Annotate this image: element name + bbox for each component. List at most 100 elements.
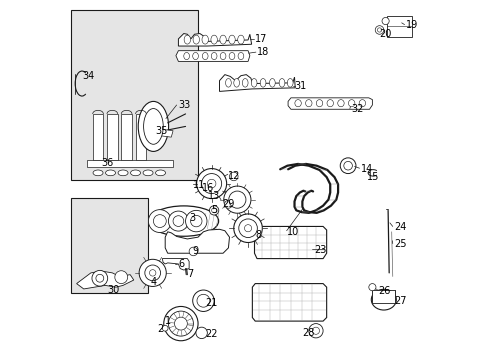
Text: 9: 9 (192, 247, 199, 256)
Ellipse shape (358, 100, 365, 107)
Ellipse shape (233, 78, 239, 87)
Text: 23: 23 (313, 245, 326, 255)
Text: 29: 29 (222, 199, 234, 209)
Circle shape (211, 208, 216, 213)
Circle shape (381, 18, 388, 24)
Ellipse shape (93, 170, 103, 176)
Circle shape (185, 210, 206, 232)
Circle shape (153, 215, 166, 228)
Ellipse shape (287, 78, 292, 87)
Bar (386, 17, 411, 37)
Ellipse shape (251, 78, 257, 87)
Ellipse shape (337, 100, 344, 107)
Circle shape (144, 265, 160, 281)
Ellipse shape (220, 53, 225, 60)
Ellipse shape (242, 78, 247, 87)
Ellipse shape (143, 109, 163, 144)
Circle shape (174, 317, 187, 330)
Circle shape (228, 191, 245, 208)
Bar (121, 114, 132, 160)
Text: 28: 28 (301, 328, 313, 338)
Circle shape (148, 210, 171, 233)
Text: 3: 3 (189, 212, 195, 222)
Text: 8: 8 (255, 230, 261, 240)
Text: 6: 6 (178, 259, 184, 269)
Circle shape (92, 270, 107, 286)
Text: 24: 24 (393, 222, 406, 232)
Ellipse shape (143, 170, 153, 176)
Circle shape (139, 259, 166, 287)
Text: 14: 14 (360, 164, 372, 174)
Text: 5: 5 (211, 205, 217, 215)
Ellipse shape (220, 35, 226, 44)
Text: 34: 34 (82, 71, 94, 81)
Text: 10: 10 (287, 227, 299, 237)
Text: 7: 7 (187, 269, 193, 279)
Ellipse shape (105, 170, 115, 176)
Ellipse shape (305, 100, 311, 107)
Text: 20: 20 (379, 29, 391, 39)
Ellipse shape (130, 170, 140, 176)
Polygon shape (287, 98, 372, 109)
Polygon shape (254, 226, 326, 258)
Bar (71, 198, 148, 293)
Ellipse shape (183, 53, 189, 60)
Circle shape (163, 306, 198, 341)
Ellipse shape (192, 53, 198, 60)
Text: 33: 33 (178, 100, 190, 110)
Ellipse shape (202, 35, 208, 44)
Text: 35: 35 (155, 126, 167, 136)
Bar (93, 114, 103, 160)
Ellipse shape (193, 35, 199, 44)
Ellipse shape (211, 53, 217, 60)
Circle shape (168, 311, 193, 336)
Ellipse shape (155, 170, 165, 176)
Circle shape (149, 270, 156, 276)
Ellipse shape (238, 53, 244, 60)
Text: 26: 26 (378, 286, 390, 296)
Circle shape (96, 274, 103, 282)
Circle shape (368, 284, 375, 291)
Text: 25: 25 (393, 239, 406, 249)
Ellipse shape (279, 78, 285, 87)
Polygon shape (216, 188, 223, 194)
Polygon shape (178, 33, 251, 46)
Ellipse shape (210, 35, 217, 44)
Circle shape (374, 26, 383, 34)
Circle shape (340, 158, 355, 174)
Ellipse shape (118, 170, 128, 176)
Ellipse shape (228, 35, 235, 44)
Circle shape (308, 324, 323, 338)
Polygon shape (77, 271, 134, 289)
Circle shape (168, 211, 188, 231)
Circle shape (196, 327, 207, 339)
Text: 13: 13 (207, 191, 220, 201)
Ellipse shape (184, 35, 190, 44)
Circle shape (343, 161, 352, 170)
Text: 21: 21 (205, 298, 217, 308)
Circle shape (238, 219, 257, 238)
Ellipse shape (205, 183, 212, 191)
Circle shape (162, 325, 168, 331)
Ellipse shape (326, 100, 333, 107)
Text: 12: 12 (227, 171, 240, 181)
Circle shape (312, 327, 319, 334)
Bar (107, 114, 118, 160)
Circle shape (233, 214, 262, 243)
Ellipse shape (370, 289, 395, 310)
Bar (135, 114, 146, 160)
Text: 1: 1 (165, 316, 171, 326)
Circle shape (189, 247, 197, 256)
Text: 15: 15 (366, 172, 379, 182)
Ellipse shape (269, 78, 275, 87)
Text: 19: 19 (405, 19, 417, 30)
Circle shape (377, 28, 381, 32)
Circle shape (229, 172, 238, 181)
Text: 27: 27 (393, 296, 406, 306)
Polygon shape (162, 258, 189, 270)
Text: 32: 32 (350, 104, 363, 114)
Circle shape (115, 271, 127, 284)
Polygon shape (157, 129, 173, 137)
Ellipse shape (202, 53, 207, 60)
Ellipse shape (229, 53, 234, 60)
